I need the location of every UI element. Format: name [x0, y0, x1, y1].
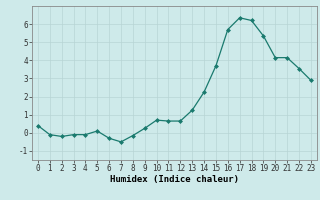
X-axis label: Humidex (Indice chaleur): Humidex (Indice chaleur) [110, 175, 239, 184]
